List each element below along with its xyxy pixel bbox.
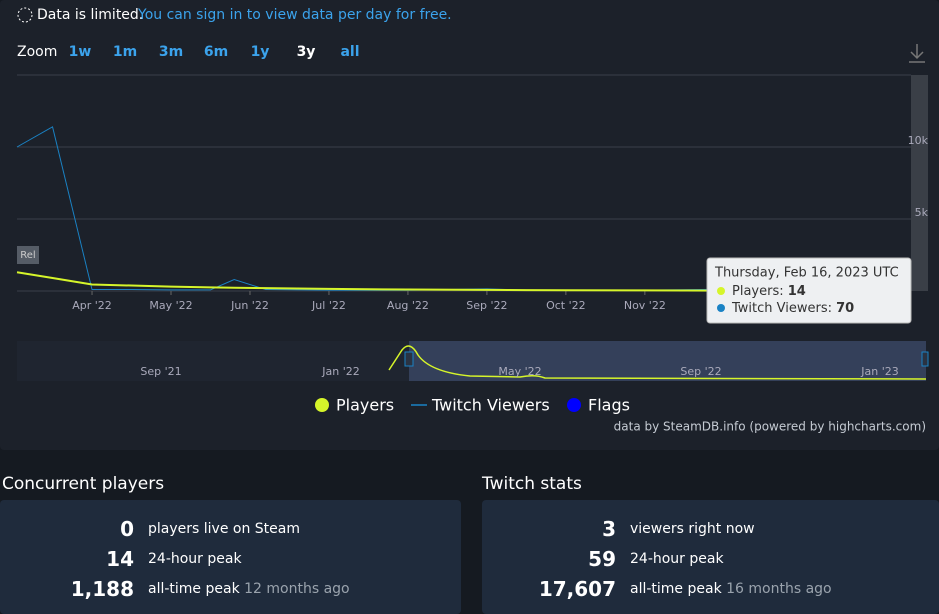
stat-value: 17,607 (538, 577, 616, 601)
tooltip: Thursday, Feb 16, 2023 UTC Players: 14 T… (706, 257, 912, 324)
notice-label: Data is limited. (37, 7, 143, 23)
stat-label-text: players live on Steam (148, 521, 300, 537)
stat-label: viewers right now (630, 521, 755, 537)
rel-button[interactable] (17, 246, 39, 264)
zoom-option[interactable]: 3y (297, 44, 316, 60)
stats-box: 0 players live on Steam 14 24-hour peak 1,18… (0, 500, 461, 614)
x-tick-label: Apr '22 (72, 299, 112, 312)
stat-value: 1,188 (70, 577, 134, 601)
stats-box: 3 viewers right now 59 24-hour peak 17,607 al… (482, 500, 939, 614)
legend: Players Twitch Viewers Flags (315, 396, 630, 415)
notice-link[interactable]: You can sign in to view data per day for… (137, 7, 452, 23)
tooltip-players-label: Players: (732, 284, 784, 299)
y-scrollbar (911, 75, 928, 291)
legend-label[interactable]: Flags (588, 396, 630, 415)
tooltip-dot (717, 287, 725, 295)
rel-label[interactable]: Rel (20, 250, 35, 261)
zoom-label: Zoom (17, 44, 57, 60)
zoom-option[interactable]: 3m (159, 44, 183, 60)
stat-label: all-time peak 12 months ago (148, 581, 350, 597)
navigator-labels: Sep '21 Jan '22 May '22 Sep '22 Jan '23 (140, 365, 898, 378)
stat-label: 24-hour peak (630, 551, 724, 567)
stat-label: players live on Steam (148, 521, 300, 537)
stats-title: Twitch stats (482, 474, 582, 494)
credit: data by SteamDB.info (powered by highcha… (614, 420, 926, 434)
zoom-option[interactable]: 1m (113, 44, 137, 60)
stat-label-text: all-time peak (148, 581, 240, 597)
x-tick-label: Sep '22 (466, 299, 507, 312)
limited-icon (17, 7, 33, 23)
legend-label[interactable]: Players (336, 396, 394, 415)
stats-row: 3 viewers right now (482, 515, 939, 545)
zoom-option[interactable]: 1w (69, 44, 92, 60)
stat-label: 24-hour peak (148, 551, 242, 567)
x-tick-label: Nov '22 (624, 299, 666, 312)
stat-label-text: all-time peak (630, 581, 722, 597)
panel-bg (0, 0, 939, 450)
stat-value: 14 (106, 547, 134, 571)
stats-row: 59 24-hour peak (482, 545, 939, 575)
navigator-line (388, 345, 927, 380)
x-tick-label: Aug '22 (387, 299, 429, 312)
stat-value: 0 (120, 517, 134, 541)
stat-label-text: 24-hour peak (630, 551, 724, 567)
zoom-buttons: 1w 1m 3m 6m 1y 3y all (69, 44, 360, 60)
legend-symbol (315, 398, 329, 412)
tooltip-twitch: 70 (836, 301, 854, 316)
stat-value: 3 (602, 517, 616, 541)
chart-panel: Data is limited. You can sign in to view… (0, 0, 939, 450)
legend-symbol (567, 398, 581, 412)
navigator-label: Jan '22 (321, 365, 359, 378)
zoom-option[interactable]: 6m (204, 44, 228, 60)
x-tick-label: May '22 (149, 299, 192, 312)
stat-label: all-time peak 16 months ago (630, 581, 832, 597)
stats-row: 1,188 all-time peak 12 months ago (0, 575, 461, 605)
stat-label-text: viewers right now (630, 521, 755, 537)
stat-note: 12 months ago (244, 581, 350, 597)
navigator-handle[interactable] (921, 351, 929, 367)
tooltip-label: Twitch Viewers: 70 (731, 301, 854, 316)
zoom-option[interactable]: all (340, 44, 359, 60)
navigator-label: Jan '23 (860, 365, 898, 378)
zoom-option[interactable]: 1y (251, 44, 270, 60)
tooltip-players: 14 (788, 284, 806, 299)
legend-label[interactable]: Twitch Viewers (431, 396, 550, 415)
stat-note: 16 months ago (726, 581, 832, 597)
stats-row: 14 24-hour peak (0, 545, 461, 575)
x-tick-label: Jun '22 (230, 299, 269, 312)
navigator-selection[interactable] (409, 341, 926, 381)
y-tick-label: 10k (908, 134, 929, 147)
stat-label-text: 24-hour peak (148, 551, 242, 567)
navigator-label: May '22 (498, 365, 541, 378)
download-icon[interactable] (909, 44, 925, 63)
y-tick-label: 5k (915, 206, 929, 219)
tooltip-twitch-label: Twitch Viewers: (731, 301, 832, 316)
navigator-handle[interactable] (404, 351, 414, 367)
stats-row: 17,607 all-time peak 16 months ago (482, 575, 939, 605)
x-tick-label: Oct '22 (546, 299, 586, 312)
stats-row: 0 players live on Steam (0, 515, 461, 545)
stat-value: 59 (588, 547, 616, 571)
stats-title: Concurrent players (2, 474, 165, 494)
tooltip-label: Players: 14 (732, 284, 806, 299)
tooltip-bg (706, 257, 912, 324)
tooltip-dot (717, 304, 725, 312)
navigator-label: Sep '21 (140, 365, 181, 378)
x-tick-label: Jul '22 (311, 299, 346, 312)
tooltip-date: Thursday, Feb 16, 2023 UTC (714, 266, 899, 281)
navigator-label: Sep '22 (680, 365, 721, 378)
